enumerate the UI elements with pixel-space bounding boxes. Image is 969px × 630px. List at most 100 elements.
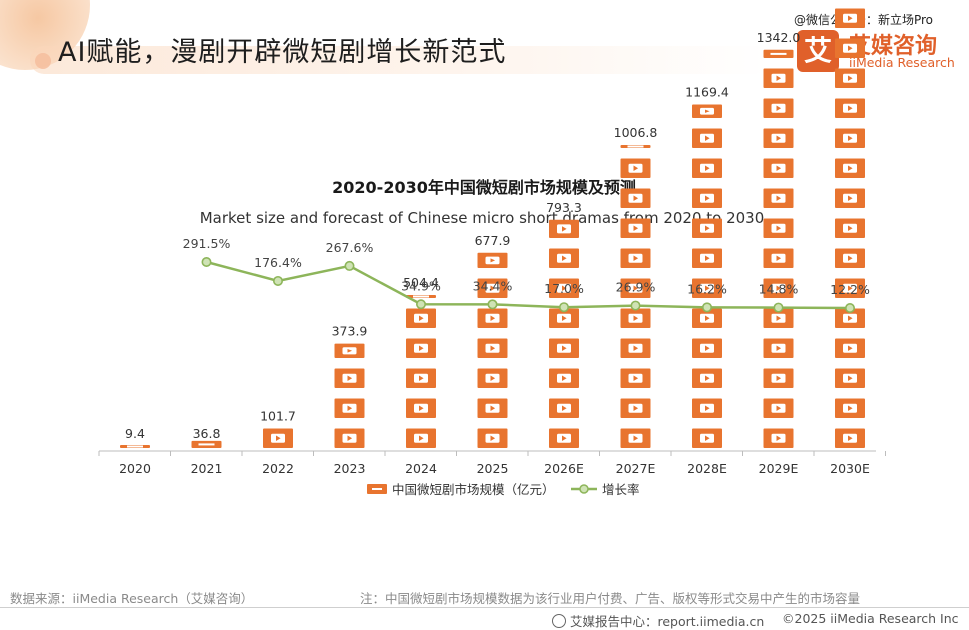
bar-value-label: 1169.4 (685, 84, 729, 99)
bar-block (763, 368, 794, 388)
bar-block-partial (406, 295, 436, 298)
bar-block (406, 308, 436, 328)
bar-block (835, 158, 865, 178)
bar-block (549, 338, 579, 358)
logo-mark: 艾 (797, 30, 839, 72)
bar-2024 (406, 295, 436, 448)
bar-value-label: 1006.8 (614, 125, 658, 140)
bar-block-partial (334, 343, 365, 358)
bar-block (835, 428, 865, 448)
bar-block-partial (477, 252, 508, 268)
growth-rate-point (201, 256, 212, 267)
x-tick-label: 2022 (262, 461, 294, 476)
report-center-link[interactable]: 艾媒报告中心：report.iimedia.cn (552, 611, 764, 630)
bar-block (835, 248, 865, 268)
bar-block (477, 338, 508, 358)
bar-block (692, 368, 722, 388)
logo-english-name: iiMedia Research (849, 55, 955, 70)
bar-block (835, 278, 865, 298)
bar-2028E (692, 104, 722, 448)
bar-block (692, 398, 722, 418)
bar-block-partial (620, 145, 651, 148)
bar-block-partial (120, 445, 150, 448)
bar-block (406, 338, 436, 358)
chart-title: 2020-2030年中国微短剧市场规模及预测 (332, 178, 636, 197)
growth-rate-point (487, 299, 498, 310)
bar-block (620, 338, 651, 358)
bar-2026E (549, 219, 579, 448)
growth-rate-label: 291.5% (183, 236, 231, 251)
bar-block (835, 338, 865, 358)
bar-block (477, 398, 508, 418)
bar-2023 (334, 343, 365, 448)
bar-block (763, 218, 794, 238)
bar-block (477, 308, 508, 328)
growth-rate-label: 267.6% (326, 240, 374, 255)
bar-block (763, 128, 794, 148)
x-tick-label: 2025 (477, 461, 509, 476)
x-tick-label: 2026E (544, 461, 584, 476)
x-tick-label: 2028E (687, 461, 727, 476)
bar-value-label: 101.7 (260, 409, 296, 424)
bar-value-label: 793.3 (546, 200, 582, 215)
bar-block (334, 368, 365, 388)
legend-item-market-size: 中国微短剧市场规模（亿元） (367, 482, 555, 497)
bar-block (835, 68, 865, 88)
growth-rate-point (701, 302, 712, 313)
bar-block (620, 278, 651, 298)
growth-rate-point (558, 302, 569, 313)
bar-block (549, 368, 579, 388)
bar-block (406, 368, 436, 388)
page-title: AI赋能，漫剧开辟微短剧增长新范式 (58, 37, 507, 68)
bar-block (263, 428, 293, 448)
bar-block (692, 428, 722, 448)
bar-block (477, 368, 508, 388)
market-size-chart: 2020-2030年中国微短剧市场规模及预测 Market size and f… (98, 8, 886, 497)
bar-block (692, 308, 722, 328)
bar-block (835, 188, 865, 208)
legend-item-growth-rate: 增长率 (571, 482, 640, 497)
copyright-text: ©2025 iiMedia Research Inc (782, 611, 959, 626)
bar-2022 (263, 428, 293, 448)
x-tick-label: 2029E (759, 461, 799, 476)
growth-rate-label: 14.8% (759, 282, 799, 297)
data-source: 数据来源：iiMedia Research（艾媒咨询） (10, 591, 254, 606)
x-tick-label: 2024 (405, 461, 437, 476)
report-center-text: 艾媒报告中心：report.iimedia.cn (570, 614, 765, 629)
bar-block (334, 398, 365, 418)
bar-value-label: 504.4 (403, 275, 439, 290)
growth-rate-label: 16.2% (687, 281, 727, 296)
bar-block (763, 98, 794, 118)
bar-block (763, 68, 794, 88)
growth-rate-label: 34.4% (473, 278, 513, 293)
bar-2030E (835, 8, 865, 448)
bar-block (763, 308, 794, 328)
bar-block (763, 188, 794, 208)
bar-block (763, 338, 794, 358)
bar-block (835, 398, 865, 418)
bar-block (835, 128, 865, 148)
footer-divider (0, 607, 969, 608)
bar-2029E (763, 49, 794, 448)
chart-subtitle: Market size and forecast of Chinese micr… (200, 209, 765, 227)
growth-rate-point (773, 302, 784, 313)
bar-value-label: 677.9 (475, 233, 511, 248)
bar-block (549, 428, 579, 448)
bar-block (835, 368, 865, 388)
bar-2021 (191, 440, 222, 448)
bar-block-partial (191, 440, 222, 448)
bar-block (549, 278, 579, 298)
bar-block (835, 218, 865, 238)
growth-rate-label: 17.0% (544, 281, 584, 296)
bar-block (835, 38, 865, 58)
bar-block (692, 218, 722, 238)
growth-rate-point (844, 302, 855, 313)
bar-block (620, 428, 651, 448)
x-tick-label: 2021 (191, 461, 223, 476)
bar-block-partial (763, 49, 794, 58)
legend-label-growth-rate: 增长率 (602, 482, 640, 497)
growth-rate-point (630, 300, 641, 311)
growth-rate-label: 12.2% (830, 282, 870, 297)
x-tick-label: 2023 (334, 461, 366, 476)
bar-block (692, 248, 722, 268)
